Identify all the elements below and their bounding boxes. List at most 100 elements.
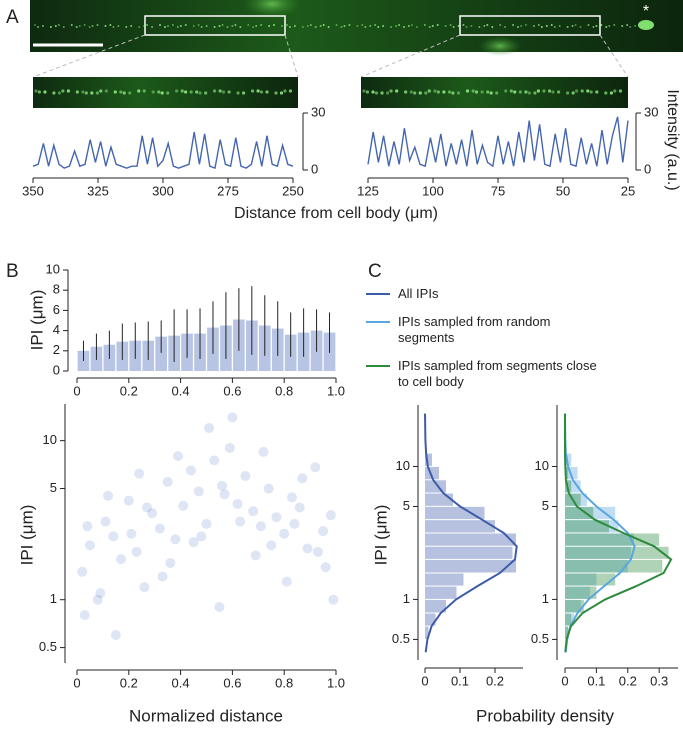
- punctum: [486, 90, 490, 94]
- point: [131, 546, 142, 557]
- histogram-bar: [425, 613, 436, 626]
- histogram-bar: [425, 599, 446, 613]
- point: [196, 531, 207, 542]
- punctum: [604, 91, 608, 95]
- punctum: [605, 26, 608, 28]
- punctum: [574, 24, 577, 26]
- x-tick-label: 0.4: [172, 675, 190, 690]
- zoom-guides: [32, 34, 629, 78]
- point: [139, 582, 150, 593]
- histogram-bar: [565, 453, 572, 466]
- histogram-bar: [565, 626, 569, 639]
- fit-curve: [564, 413, 636, 653]
- punctum: [580, 89, 584, 93]
- point: [318, 526, 329, 537]
- point: [258, 446, 269, 457]
- point: [84, 540, 95, 551]
- x-tick-label: 0.1: [451, 673, 469, 688]
- point: [289, 518, 300, 529]
- punctum: [159, 24, 162, 26]
- y-tick-label: 4: [53, 322, 60, 337]
- y-tick-label: 10: [43, 432, 57, 447]
- x-axis-label: Probability density: [476, 706, 614, 725]
- histogram-bar: [565, 626, 569, 639]
- histogram-bar: [565, 546, 631, 559]
- punctum: [88, 26, 91, 28]
- punctum: [509, 89, 513, 93]
- punctum: [250, 89, 255, 93]
- punctum: [239, 26, 242, 28]
- punctum: [200, 26, 203, 28]
- punctum: [130, 25, 133, 27]
- histogram-bar: [565, 506, 594, 520]
- point: [294, 502, 305, 513]
- legend-swatch: [366, 321, 390, 323]
- punctum: [293, 25, 296, 27]
- punctum: [241, 91, 246, 95]
- x-tick-label: 0.2: [120, 383, 138, 398]
- y-tick-label: 6: [53, 302, 60, 317]
- point: [209, 455, 220, 466]
- punctum: [433, 89, 437, 93]
- punctum: [306, 25, 309, 27]
- punctum: [499, 24, 502, 26]
- y-tick-label: 1: [50, 591, 57, 606]
- x-tick-label: 0: [421, 673, 428, 688]
- y-tick-label: 10: [535, 458, 549, 473]
- legend-item: All IPIs: [366, 286, 666, 302]
- histogram-bar: [565, 573, 616, 586]
- point: [227, 412, 238, 423]
- x-tick-label: 100: [422, 183, 444, 198]
- intensity-trace: [367, 116, 629, 168]
- punctum: [90, 91, 94, 95]
- x-tick-label: 1.0: [327, 383, 345, 398]
- histogram-bar: [565, 533, 635, 546]
- histogram-bar: [565, 586, 597, 599]
- punctum: [390, 26, 393, 28]
- histogram-bar: [425, 453, 432, 466]
- punctum: [465, 89, 470, 93]
- punctum: [113, 90, 117, 94]
- x-tick-label: 50: [556, 183, 570, 198]
- punctum: [407, 25, 410, 27]
- histogram-bar: [565, 520, 609, 533]
- punctum: [221, 24, 224, 26]
- punctum: [175, 89, 179, 93]
- punctum: [301, 26, 304, 28]
- x-tick-label: 0: [73, 675, 80, 690]
- punctum: [160, 91, 164, 95]
- point: [235, 516, 246, 527]
- y-tick-label: 0: [53, 362, 60, 377]
- punctum: [575, 89, 579, 93]
- x-tick-label: 75: [491, 183, 505, 198]
- micrographs: *: [30, 0, 683, 108]
- punctum: [474, 90, 479, 94]
- point: [248, 506, 259, 517]
- punctum: [571, 25, 574, 27]
- punctum: [428, 26, 431, 28]
- point: [157, 571, 168, 582]
- punctum: [533, 91, 537, 95]
- punctum: [504, 26, 507, 28]
- x-tick-label: 1.0: [327, 675, 345, 690]
- histogram-bar: [565, 520, 619, 533]
- legend-swatch: [366, 293, 390, 295]
- punctum: [517, 26, 520, 28]
- bar: [155, 336, 168, 371]
- punctum: [281, 25, 284, 27]
- punctum: [37, 90, 42, 94]
- punctum: [99, 89, 103, 93]
- glow: [478, 36, 522, 56]
- y-tick-label: 1: [403, 591, 410, 606]
- punctum: [449, 24, 452, 26]
- punctum: [179, 25, 182, 27]
- punctum: [319, 25, 322, 27]
- point: [188, 537, 199, 548]
- punctum: [176, 26, 179, 28]
- punctum: [180, 89, 184, 93]
- punctum: [309, 24, 312, 26]
- punctum: [608, 25, 611, 27]
- point: [240, 470, 251, 481]
- punctum: [520, 25, 523, 27]
- x-axis-label: Distance from cell body (μm): [234, 205, 438, 222]
